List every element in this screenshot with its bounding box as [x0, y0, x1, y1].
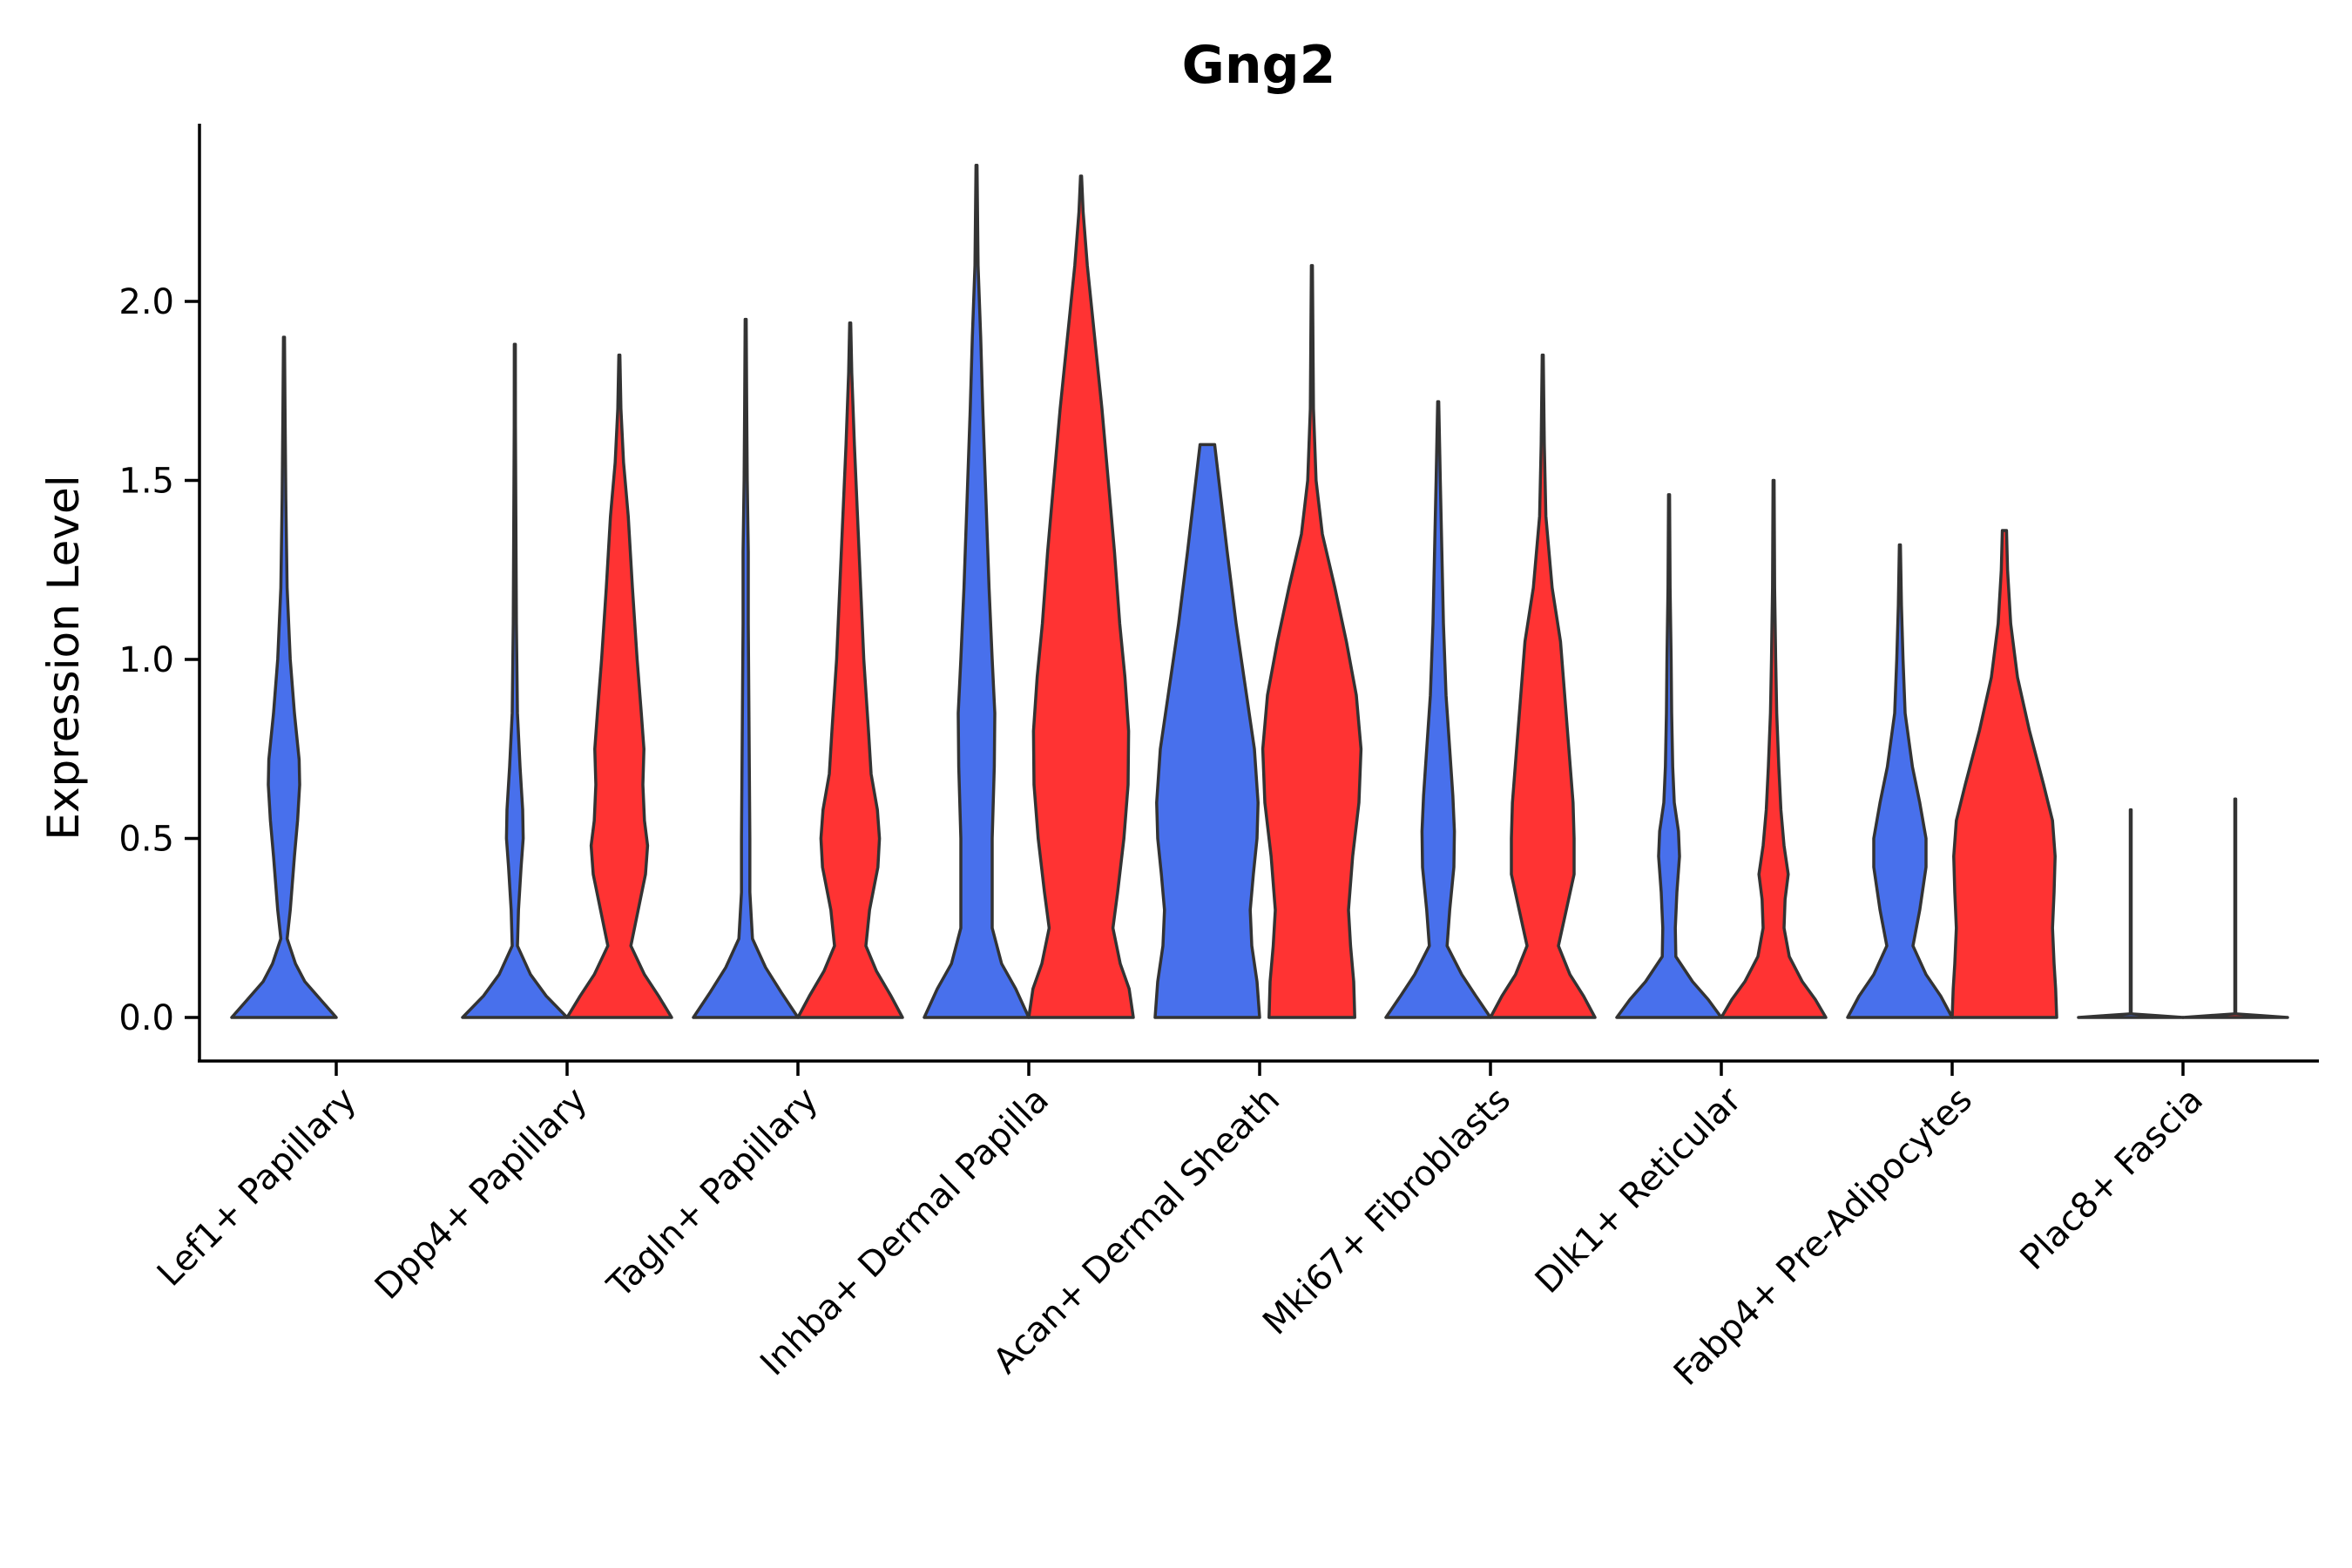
violin-tagln-papillary-group-1 [692, 317, 800, 1019]
violin-inhba-dermal-papilla-group-1 [923, 164, 1031, 1019]
x-tick-label: Tagln+ Papillary [599, 1080, 826, 1307]
violin-inhba-dermal-papilla-group-2 [1027, 174, 1135, 1019]
violin-dlk1-reticular-group-2 [1720, 478, 1828, 1019]
violins-layer [230, 164, 2289, 1019]
violin-plac8-fascia-group-1 [2077, 808, 2185, 1019]
violin-acan-dermal-sheath-group-2 [1260, 264, 1363, 1019]
y-tick-label: 0.5 [118, 820, 174, 860]
x-tick-label: Mki67+ Fibroblasts [1255, 1080, 1518, 1343]
y-axis-title: Expression Level [38, 475, 89, 840]
y-axis-ticks: 0.0 0.5 1.0 1.5 2.0 [118, 282, 199, 1038]
violin-dpp4-papillary-group-1 [461, 342, 569, 1019]
violin-fabp4-pre-adipocytes-group-2 [1950, 529, 2058, 1019]
violin-fabp4-pre-adipocytes-group-1 [1846, 543, 1954, 1019]
violin-acan-dermal-sheath-group-1 [1153, 443, 1261, 1019]
violin-dlk1-reticular-group-1 [1615, 493, 1723, 1019]
x-tick-label: Dlk1+ Reticular [1528, 1079, 1750, 1301]
x-tick-label: Dpp4+ Papillary [368, 1080, 595, 1308]
violin-mki67-fibroblasts-group-2 [1489, 353, 1597, 1019]
x-tick-label: Plac8+ Fascia [2013, 1080, 2212, 1279]
violin-plac8-fascia-group-2 [2181, 797, 2289, 1019]
violin-lef1-papillary-group-1 [230, 335, 338, 1019]
x-axis-ticks: Lef1+ Papillary Dpp4+ Papillary Tagln+ Pap… [150, 1061, 2211, 1394]
chart-title: Gng2 [1182, 35, 1336, 96]
y-tick-label: 2.0 [118, 282, 174, 322]
x-tick-label: Lef1+ Papillary [150, 1080, 364, 1294]
y-tick-label: 1.0 [118, 640, 174, 680]
violin-mki67-fibroblasts-group-1 [1384, 400, 1492, 1019]
violin-dpp4-papillary-group-2 [565, 353, 673, 1019]
y-tick-label: 0.0 [118, 998, 174, 1038]
y-tick-label: 1.5 [118, 462, 174, 502]
violin-tagln-papillary-group-2 [796, 321, 904, 1019]
